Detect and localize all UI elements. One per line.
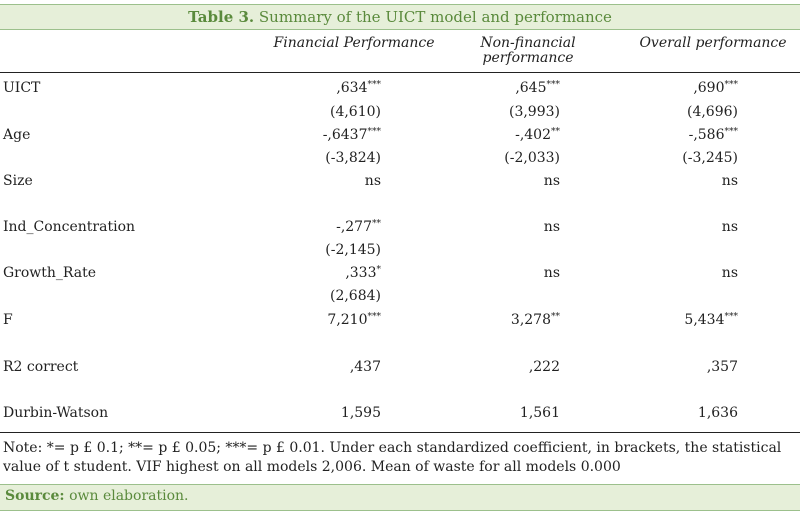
cell-size-financial: ns	[364, 173, 381, 189]
cell-dw-nonfinancial: 1,561	[519, 405, 560, 421]
cell-age-t-financial: (-3,824)	[325, 150, 381, 166]
source-label: Source:	[5, 488, 65, 504]
cell-r2-financial: ,437	[349, 359, 381, 375]
footer-rule	[0, 432, 800, 433]
cell-uict-overall: ,690***	[693, 80, 738, 96]
header-overall-performance: Overall performance	[632, 36, 794, 51]
cell-growth-t-financial: (2,684)	[329, 288, 381, 304]
cell-growth-overall: ns	[721, 265, 738, 281]
cell-age-t-overall: (-3,245)	[682, 150, 738, 166]
header-rule	[0, 72, 800, 73]
cell-age-t-nonfinancial: (-2,033)	[504, 150, 560, 166]
source-line: Source: own elaboration.	[5, 488, 188, 505]
row-label-growth-rate: Growth_Rate	[3, 265, 97, 281]
cell-age-overall: -,586***	[688, 127, 738, 143]
header-nonfin-line1: Non-financial	[480, 35, 576, 51]
row-label-f: F	[3, 312, 13, 328]
cell-f-overall: 5,434***	[684, 312, 738, 328]
caption-label: Table 3.	[188, 8, 255, 26]
row-label-durbin-watson: Durbin-Watson	[3, 405, 109, 421]
source-band	[0, 484, 800, 511]
cell-indconc-nonfinancial: ns	[543, 219, 560, 235]
caption-text: Summary of the UICT model and performanc…	[258, 8, 612, 26]
header-overall-text: Overall performance	[639, 35, 787, 51]
cell-r2-nonfinancial: ,222	[528, 359, 560, 375]
cell-indconc-financial: -,277**	[336, 219, 381, 235]
cell-uict-t-financial: (4,610)	[329, 104, 381, 120]
cell-f-financial: 7,210***	[327, 312, 381, 328]
cell-uict-financial: ,634***	[336, 80, 381, 96]
cell-size-nonfinancial: ns	[543, 173, 560, 189]
cell-growth-nonfinancial: ns	[543, 265, 560, 281]
cell-r2-overall: ,357	[706, 359, 738, 375]
header-financial-text: Financial Performance	[273, 35, 435, 51]
header-nonfin-line2: performance	[482, 50, 574, 66]
cell-indconc-t-financial: (-2,145)	[325, 242, 381, 258]
header-non-financial-performance: Non-financial performance	[468, 36, 588, 66]
cell-age-nonfinancial: -,402**	[515, 127, 560, 143]
cell-uict-t-overall: (4,696)	[686, 104, 738, 120]
caption-rule	[0, 29, 800, 30]
row-label-age: Age	[3, 127, 31, 143]
row-label-uict: UICT	[3, 80, 41, 96]
cell-dw-financial: 1,595	[340, 405, 381, 421]
cell-age-financial: -,6437***	[322, 127, 381, 143]
cell-dw-overall: 1,636	[697, 405, 738, 421]
row-label-ind-concentration: Ind_Concentration	[3, 219, 136, 235]
top-rule	[0, 4, 800, 5]
table-note: Note: *= p £ 0.1; **= p £ 0.05; ***= p £…	[3, 440, 782, 475]
source-text: own elaboration.	[69, 488, 189, 504]
cell-uict-nonfinancial: ,645***	[515, 80, 560, 96]
cell-f-nonfinancial: 3,278**	[510, 312, 560, 328]
header-financial-performance: Financial Performance	[266, 36, 442, 51]
cell-uict-t-nonfinancial: (3,993)	[508, 104, 560, 120]
table-caption: Table 3. Summary of the UICT model and p…	[0, 5, 800, 29]
cell-growth-financial: ,333*	[345, 265, 381, 281]
cell-size-overall: ns	[721, 173, 738, 189]
cell-indconc-overall: ns	[721, 219, 738, 235]
row-label-r2-correct: R2 correct	[3, 359, 79, 375]
row-label-size: Size	[3, 173, 33, 189]
